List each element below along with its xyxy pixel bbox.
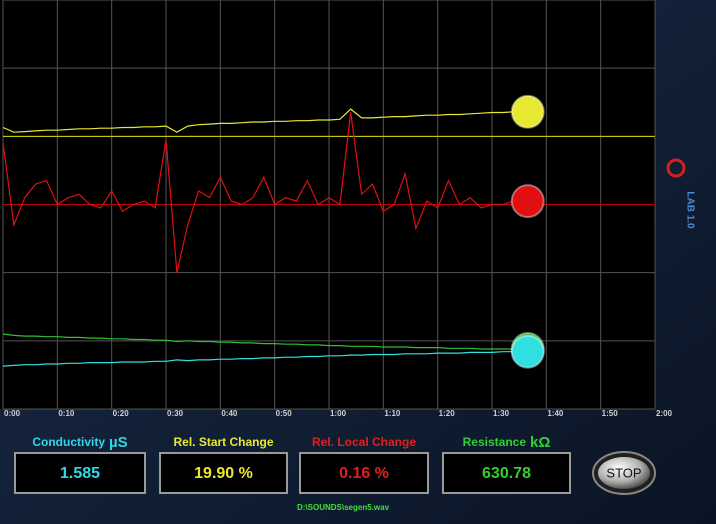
logo-mark [666, 158, 686, 178]
file-path: D:\SOUNDS\segen5.wav [297, 503, 390, 512]
x-tick-label: 1:20 [439, 409, 456, 418]
logo: LAB 1.0 [666, 158, 695, 229]
trace [2, 333, 514, 350]
x-tick-label: 0:40 [221, 409, 238, 418]
readout-label-text: Conductivity [32, 435, 105, 449]
readout-label-text: Rel. Start Change [173, 435, 273, 449]
readout-box [299, 452, 429, 494]
x-tick-label: 1:00 [330, 409, 347, 418]
readout-value: 630.78 [482, 465, 531, 482]
readout-label: Conductivity µS [32, 434, 127, 451]
trace [2, 351, 514, 367]
stop-button[interactable]: STOP [592, 451, 656, 495]
readout-label-text: Rel. Local Change [312, 435, 416, 449]
x-tick-label: 0:10 [58, 409, 75, 418]
readout-box [159, 452, 288, 494]
plot: 0:00 0:10 0:20 0:30 0:40 0:50 1:00 1:10 1:20 1:30… [2, 0, 673, 418]
trace [2, 108, 514, 133]
x-tick-label: 1:10 [384, 409, 401, 418]
x-tick-label: 0:00 [4, 409, 21, 418]
x-tick-label: 1:50 [602, 409, 619, 418]
readout-unit: kΩ [530, 434, 550, 451]
indicator-ball [510, 334, 545, 369]
x-tick-label: 1:40 [547, 409, 564, 418]
indicator-ball [510, 184, 545, 219]
x-tick-label: 2:00 [656, 409, 673, 418]
indicator-ball [510, 94, 545, 129]
readout-value: 0.16 % [339, 465, 389, 482]
readout-panel: Conductivity µS 1.585 Rel. Start Change 19.9… [14, 434, 571, 494]
x-tick-label: 0:30 [167, 409, 184, 418]
readout-label: Rel. Start Change [173, 435, 273, 449]
readout-label: Rel. Local Change [312, 435, 416, 449]
readout-value: 19.90 % [194, 465, 253, 482]
readout-label: Resistance kΩ [463, 434, 551, 451]
readout-box [14, 452, 146, 494]
readout-label-text: Resistance [463, 435, 527, 449]
x-tick-label: 0:20 [113, 409, 130, 418]
readout-unit: µS [109, 434, 128, 451]
trace [2, 112, 514, 273]
logo-text: LAB 1.0 [684, 191, 695, 229]
x-tick-label: 0:50 [276, 409, 293, 418]
stop-button-label[interactable]: STOP [606, 465, 641, 480]
readout-box [442, 452, 571, 494]
stop-button-face[interactable] [598, 457, 650, 489]
x-tick-label: 1:30 [493, 409, 510, 418]
readout-value: 1.585 [60, 465, 100, 482]
